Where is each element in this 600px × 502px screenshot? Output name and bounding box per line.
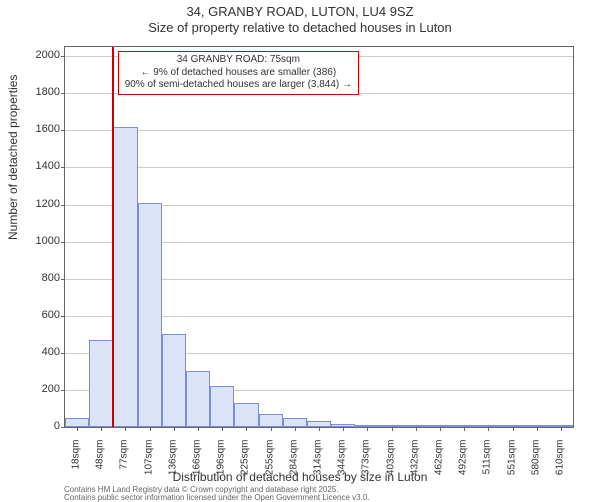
chart-title-line2: Size of property relative to detached ho… <box>0 20 600 36</box>
xtick-mark <box>174 427 175 431</box>
ytick-label: 800 <box>24 272 60 284</box>
xtick-label: 314sqm <box>313 440 324 490</box>
marker-annotation: 34 GRANBY ROAD: 75sqm← 9% of detached ho… <box>118 51 359 95</box>
xtick-label: 462sqm <box>433 440 444 490</box>
xtick-label: 344sqm <box>337 440 348 490</box>
ytick-label: 600 <box>24 309 60 321</box>
histogram-bar <box>210 386 234 427</box>
xtick-mark <box>198 427 199 431</box>
ytick-mark <box>61 205 65 206</box>
marker-annotation-line: ← 9% of detached houses are smaller (386… <box>125 67 352 80</box>
ytick-label: 200 <box>24 383 60 395</box>
xtick-mark <box>295 427 296 431</box>
xtick-label: 492sqm <box>458 440 469 490</box>
xtick-mark <box>392 427 393 431</box>
ytick-label: 1000 <box>24 235 60 247</box>
ytick-label: 1200 <box>24 198 60 210</box>
ytick-mark <box>61 427 65 428</box>
xtick-label: 580sqm <box>530 440 541 490</box>
xtick-mark <box>537 427 538 431</box>
xtick-mark <box>271 427 272 431</box>
xtick-mark <box>101 427 102 431</box>
chart-title-block: 34, GRANBY ROAD, LUTON, LU4 9SZ Size of … <box>0 0 600 37</box>
ytick-mark <box>61 130 65 131</box>
ytick-mark <box>61 390 65 391</box>
ytick-label: 400 <box>24 346 60 358</box>
ytick-mark <box>61 279 65 280</box>
xtick-label: 77sqm <box>119 440 130 490</box>
reference-marker-line <box>112 47 114 427</box>
ytick-mark <box>61 93 65 94</box>
histogram-bar <box>113 127 137 427</box>
ytick-label: 2000 <box>24 49 60 61</box>
chart-title-line1: 34, GRANBY ROAD, LUTON, LU4 9SZ <box>0 4 600 20</box>
histogram-bar <box>186 371 210 427</box>
xtick-mark <box>513 427 514 431</box>
xtick-label: 196sqm <box>216 440 227 490</box>
histogram-bar <box>138 203 162 427</box>
xtick-mark <box>343 427 344 431</box>
histogram-bar <box>234 403 258 427</box>
xtick-mark <box>319 427 320 431</box>
y-axis-label: Number of detached properties <box>6 75 20 240</box>
xtick-mark <box>488 427 489 431</box>
marker-annotation-line: 34 GRANBY ROAD: 75sqm <box>125 54 352 67</box>
xtick-mark <box>440 427 441 431</box>
xtick-label: 18sqm <box>71 440 82 490</box>
xtick-label: 610sqm <box>554 440 565 490</box>
footnote-line2: Contains public sector information licen… <box>64 493 370 502</box>
xtick-mark <box>464 427 465 431</box>
histogram-bar <box>65 418 89 427</box>
xtick-mark <box>246 427 247 431</box>
ytick-mark <box>61 56 65 57</box>
histogram-bar <box>283 418 307 427</box>
xtick-label: 166sqm <box>192 440 203 490</box>
gridline <box>65 130 573 131</box>
histogram-bar <box>259 414 283 427</box>
xtick-mark <box>561 427 562 431</box>
chart-plot-area: 34 GRANBY ROAD: 75sqm← 9% of detached ho… <box>64 46 574 428</box>
xtick-label: 48sqm <box>95 440 106 490</box>
xtick-mark <box>367 427 368 431</box>
xtick-mark <box>150 427 151 431</box>
ytick-mark <box>61 167 65 168</box>
xtick-mark <box>222 427 223 431</box>
xtick-label: 284sqm <box>288 440 299 490</box>
xtick-mark <box>77 427 78 431</box>
ytick-label: 1800 <box>24 86 60 98</box>
xtick-label: 255sqm <box>264 440 275 490</box>
ytick-label: 0 <box>24 420 60 432</box>
ytick-mark <box>61 242 65 243</box>
ytick-label: 1400 <box>24 160 60 172</box>
xtick-label: 225sqm <box>240 440 251 490</box>
ytick-label: 1600 <box>24 123 60 135</box>
xtick-label: 136sqm <box>167 440 178 490</box>
histogram-bar <box>162 334 186 427</box>
xtick-label: 403sqm <box>385 440 396 490</box>
histogram-bar <box>89 340 113 427</box>
ytick-mark <box>61 353 65 354</box>
xtick-label: 107sqm <box>143 440 154 490</box>
xtick-label: 551sqm <box>506 440 517 490</box>
ytick-mark <box>61 316 65 317</box>
xtick-label: 511sqm <box>482 440 493 490</box>
xtick-mark <box>416 427 417 431</box>
xtick-label: 432sqm <box>409 440 420 490</box>
xtick-label: 373sqm <box>361 440 372 490</box>
marker-annotation-line: 90% of semi-detached houses are larger (… <box>125 79 352 92</box>
gridline <box>65 167 573 168</box>
xtick-mark <box>125 427 126 431</box>
